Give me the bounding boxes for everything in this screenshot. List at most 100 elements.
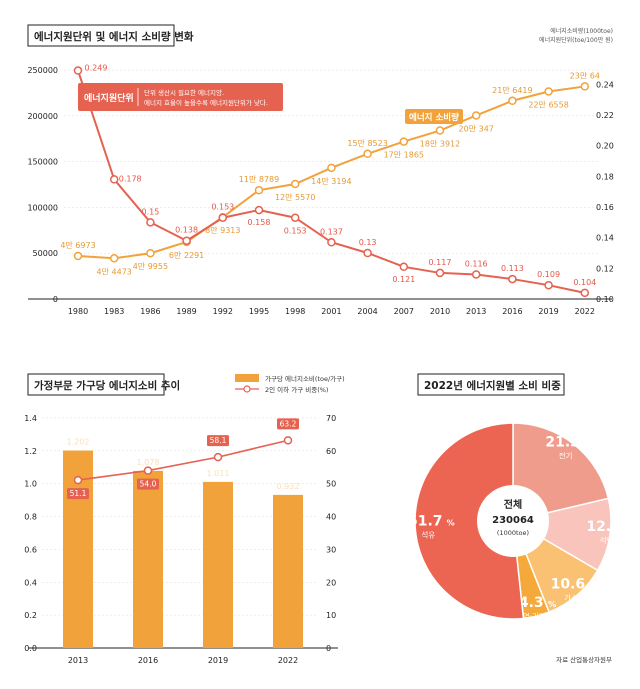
bar-value-label: 1.078 xyxy=(137,458,160,467)
bar-value-label: 1.202 xyxy=(67,438,90,447)
x-tick: 1983 xyxy=(104,307,124,316)
y-left-tick: 1.2 xyxy=(24,447,37,456)
series-line-small-households xyxy=(77,439,289,481)
pie-pct-label: 21.3 xyxy=(545,434,580,450)
y-right-tick: 0.24 xyxy=(596,80,614,89)
y-right-tick: 50 xyxy=(326,480,336,489)
pie-pct-sign: % xyxy=(548,600,556,609)
bar-chart-household: 가정부문 가구당 에너지소비 추이 가구당 에너지소비(toe/가구) 2인 이… xyxy=(24,373,345,665)
y-left-tick: 150000 xyxy=(27,158,58,167)
point-consumption xyxy=(471,111,481,120)
label-intensity: 0.178 xyxy=(119,174,142,183)
chart2-legend: 가구당 에너지소비(toe/가구) 2인 이하 가구 비중(%) xyxy=(235,374,345,394)
x-tick: 2022 xyxy=(278,656,298,665)
pie-slice-name: 열·기타 xyxy=(523,612,546,621)
point-intensity xyxy=(182,236,191,245)
label-consumption: 11만 8789 xyxy=(239,175,279,184)
y-left-tick: 100000 xyxy=(27,203,58,212)
series-tag-consumption: 에너지 소비량 xyxy=(405,109,463,124)
line-value-badge xyxy=(67,488,89,500)
x-tick: 2007 xyxy=(394,307,414,316)
pie-pct-sign: % xyxy=(447,519,455,528)
pie-center-hole xyxy=(477,485,549,557)
line-value-label: 54.0 xyxy=(140,480,157,489)
label-intensity: 0.138 xyxy=(175,226,198,235)
pie-pct-label: 10.6 xyxy=(551,576,586,592)
point-intensity xyxy=(544,280,553,290)
y-right-tick: 60 xyxy=(326,447,336,456)
point-consumption xyxy=(399,137,409,146)
x-tick: 2019 xyxy=(208,656,228,665)
point-intensity xyxy=(254,205,264,215)
y-left-tick: 1.4 xyxy=(24,414,37,423)
label-consumption: 18만 3912 xyxy=(420,140,460,149)
chart1-unit-left: 에너지소비량(1000toe) xyxy=(550,27,613,35)
pie-slice xyxy=(414,422,525,620)
pie-slice-name: 전기 xyxy=(559,450,573,460)
point-consumption xyxy=(146,248,155,258)
label-consumption: 15만 8523 xyxy=(347,139,387,148)
label-intensity: 0.121 xyxy=(392,275,415,284)
legend-label-line: 2인 이하 가구 비중(%) xyxy=(265,385,328,394)
label-intensity: 0.249 xyxy=(85,64,108,73)
label-intensity: 0.109 xyxy=(537,270,560,279)
y-right-tick: 0.12 xyxy=(596,264,614,273)
pie-pct-label: 4.3 xyxy=(519,595,544,611)
x-tick: 2013 xyxy=(68,656,88,665)
pie-center-unit: (1000toe) xyxy=(497,529,529,537)
point-small-households xyxy=(73,475,83,485)
label-intensity: 0.153 xyxy=(284,227,307,236)
series-tag-label: 에너지 소비량 xyxy=(409,112,459,123)
point-intensity xyxy=(73,66,83,75)
chart2-title: 가정부문 가구당 에너지소비 추이 xyxy=(34,379,180,392)
pie-pct-sign: % xyxy=(589,581,597,590)
callout-energy-intensity: 에너지원단위 단위 생산시 필요한 에너지양. 에너지 효율이 높을수록 에너지… xyxy=(78,83,283,111)
label-intensity: 0.116 xyxy=(465,259,488,268)
bar-value-label: 1.011 xyxy=(207,469,230,478)
label-consumption: 21만 6419 xyxy=(492,86,532,95)
x-tick: 2013 xyxy=(466,307,486,316)
y-left-tick: 0.2 xyxy=(24,611,37,620)
y-right-tick: 0.14 xyxy=(596,234,614,243)
y-left-tick: 200000 xyxy=(27,112,58,121)
pie-chart-sources: 2022년 에너지원별 소비 비중 21.3 % 전기 12.1 % 석탄 10.6 % 가스 4… xyxy=(408,373,633,664)
point-intensity xyxy=(508,274,517,284)
point-intensity xyxy=(580,288,590,298)
label-consumption: 14만 3194 xyxy=(311,177,351,186)
point-intensity xyxy=(327,238,336,247)
chart1-title: 에너지원단위 및 에너지 소비량 변화 xyxy=(34,30,194,43)
line-value-badge xyxy=(277,418,299,430)
x-tick: 2016 xyxy=(138,656,158,665)
y-left-tick: 50000 xyxy=(33,249,58,258)
y-left-tick: 250000 xyxy=(27,66,58,75)
y-left-tick: 1.0 xyxy=(24,480,37,489)
label-consumption: 8만 9313 xyxy=(205,226,240,235)
point-consumption xyxy=(290,179,300,189)
point-intensity xyxy=(146,218,155,227)
point-intensity xyxy=(435,268,445,278)
line-value-badge xyxy=(207,435,229,447)
callout-line-1: 단위 생산시 필요한 에너지양. xyxy=(144,88,224,97)
label-intensity: 0.153 xyxy=(211,203,234,212)
label-intensity: 0.137 xyxy=(320,227,343,236)
y-right-tick: 0.16 xyxy=(596,203,614,212)
point-consumption xyxy=(544,87,553,96)
x-tick: 2019 xyxy=(538,307,558,316)
label-consumption: 4만 4473 xyxy=(97,267,132,276)
source-note: 자료 산업통상자원부 xyxy=(556,655,612,664)
line-value-label: 63.2 xyxy=(280,419,297,428)
chart3-title-box xyxy=(417,373,565,396)
x-tick: 2001 xyxy=(321,307,341,316)
line-value-label: 58.1 xyxy=(210,436,227,445)
y-right-tick: 0.18 xyxy=(596,172,614,181)
bar-value-label: 0.932 xyxy=(277,482,300,491)
point-consumption xyxy=(508,96,517,106)
legend-label-bar: 가구당 에너지소비(toe/가구) xyxy=(265,374,345,383)
point-consumption xyxy=(109,254,119,263)
legend-swatch-bar xyxy=(235,374,259,382)
point-consumption xyxy=(580,82,590,91)
series-tag-box xyxy=(405,109,463,124)
point-intensity xyxy=(363,248,372,258)
x-tick: 1989 xyxy=(176,307,196,316)
y-right-tick: 10 xyxy=(326,611,336,620)
